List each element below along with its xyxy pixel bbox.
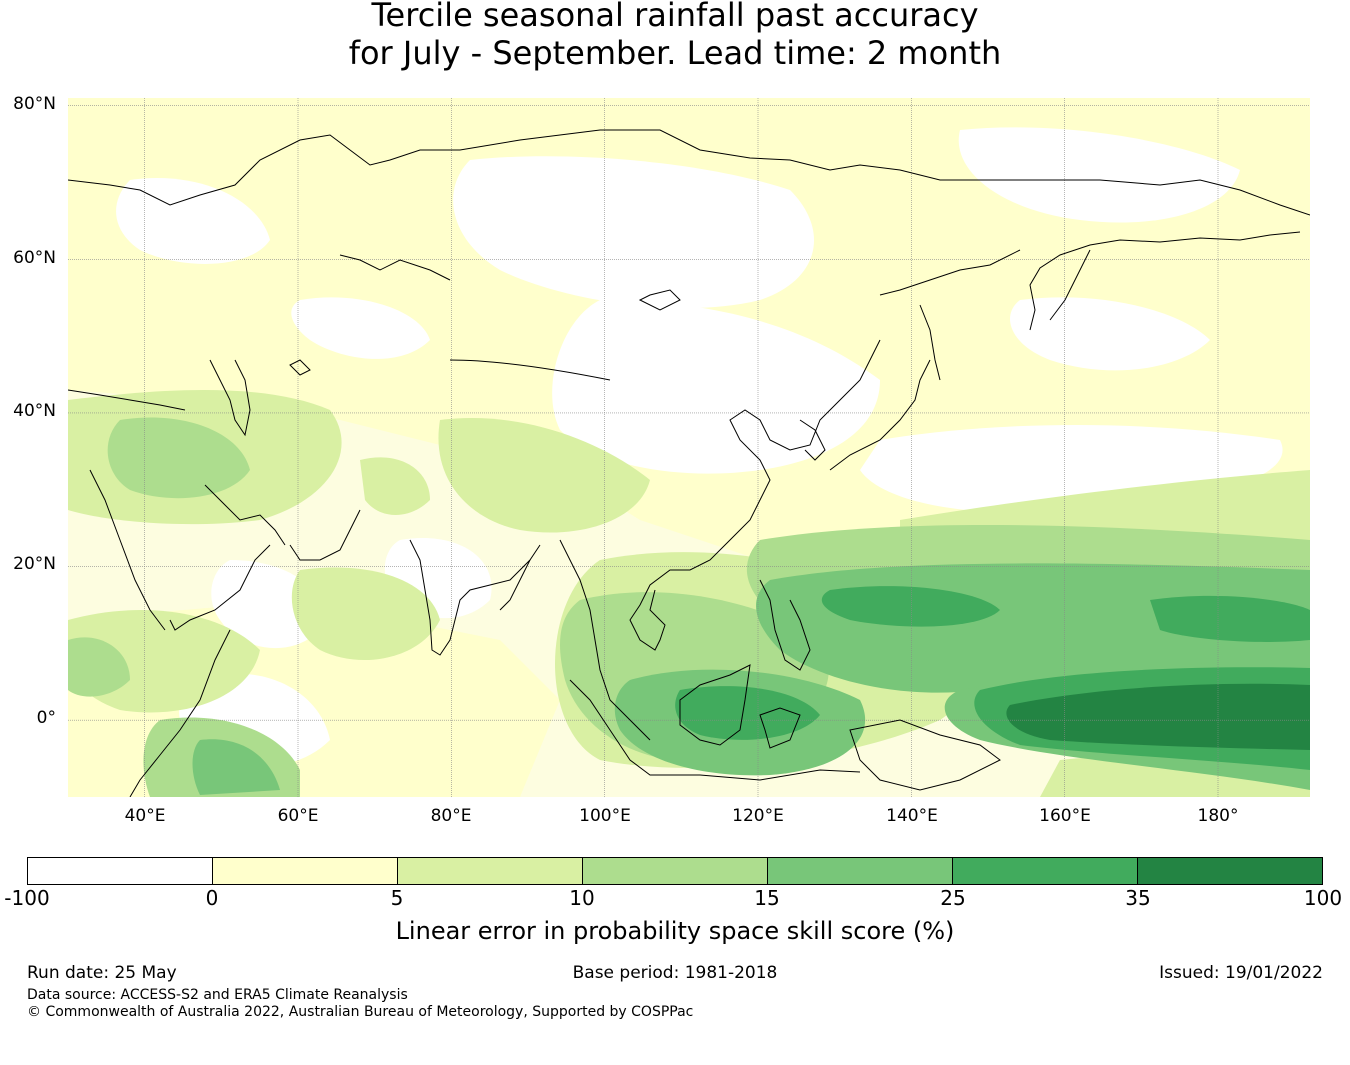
copyright-notice: © Commonwealth of Australia 2022, Austra… xyxy=(27,1004,694,1020)
skill-score-map xyxy=(68,98,1310,797)
data-source: Data source: ACCESS-S2 and ERA5 Climate … xyxy=(27,987,408,1003)
colorbar-tick: 10 xyxy=(569,886,595,910)
colorbar-tick: 15 xyxy=(754,886,780,910)
lon-label-140e: 140°E xyxy=(886,806,938,826)
colorbar-segment xyxy=(953,858,1138,884)
lat-label-40n: 40°N xyxy=(13,401,56,421)
lat-label-20n: 20°N xyxy=(13,554,56,574)
colorbar-tick: 100 xyxy=(1303,886,1343,910)
colorbar xyxy=(27,857,1323,885)
lat-label-0: 0° xyxy=(36,708,56,728)
run-date: Run date: 25 May xyxy=(27,963,177,983)
colorbar-tick: 0 xyxy=(205,886,219,910)
lat-label-80n: 80°N xyxy=(13,94,56,114)
lon-label-180: 180° xyxy=(1197,806,1239,826)
issued-date: Issued: 19/01/2022 xyxy=(1159,963,1323,983)
colorbar-tick: -100 xyxy=(4,886,50,910)
colorbar-segment xyxy=(398,858,583,884)
colorbar-segment xyxy=(28,858,213,884)
base-period: Base period: 1981-2018 xyxy=(572,963,778,983)
lon-label-100e: 100°E xyxy=(579,806,631,826)
colorbar-segment xyxy=(213,858,398,884)
colorbar-label: Linear error in probability space skill … xyxy=(395,917,955,945)
lat-label-60n: 60°N xyxy=(13,248,56,268)
chart-title-line-2: for July - September. Lead time: 2 month xyxy=(348,34,1002,72)
lon-label-40e: 40°E xyxy=(124,806,166,826)
colorbar-segment xyxy=(768,858,953,884)
skill-band-negative xyxy=(116,127,1283,767)
graticule xyxy=(68,98,1310,797)
lon-label-160e: 160°E xyxy=(1039,806,1091,826)
lon-label-80e: 80°E xyxy=(430,806,472,826)
colorbar-segment xyxy=(583,858,768,884)
skill-band-35-100 xyxy=(1006,683,1310,750)
lon-label-60e: 60°E xyxy=(277,806,319,826)
colorbar-tick: 25 xyxy=(940,886,966,910)
colorbar-tick: 35 xyxy=(1125,886,1151,910)
chart-title-line-1: Tercile seasonal rainfall past accuracy xyxy=(371,0,979,34)
coastlines xyxy=(68,129,1310,797)
colorbar-tick: 5 xyxy=(390,886,404,910)
lon-label-120e: 120°E xyxy=(732,806,784,826)
colorbar-segment xyxy=(1138,858,1322,884)
